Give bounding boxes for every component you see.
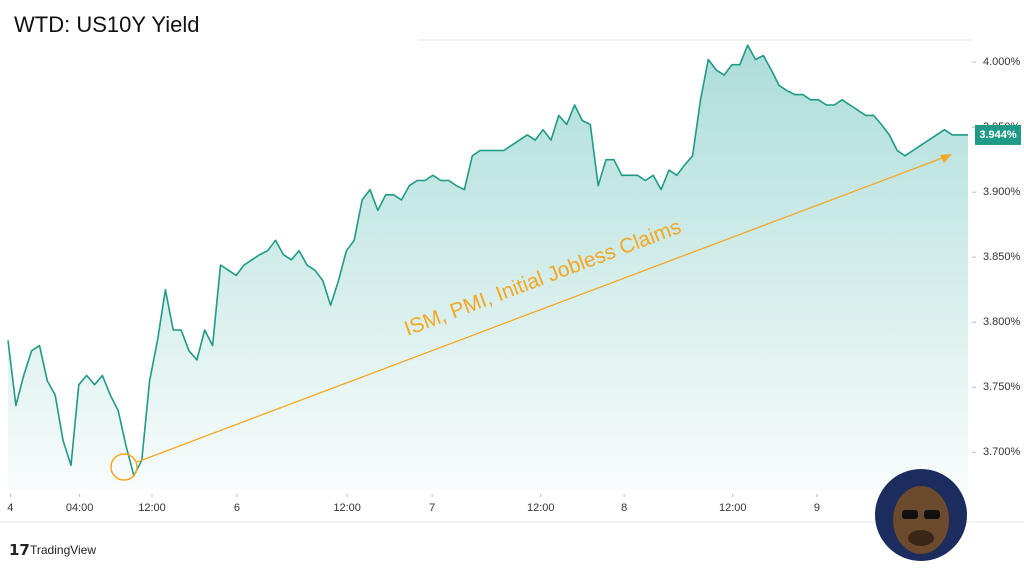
brand-logo: 𝟭𝟳 bbox=[9, 542, 30, 559]
y-tick-label: 3.700% bbox=[983, 446, 1021, 458]
annotation-circle bbox=[110, 453, 138, 481]
x-tick-label: 12:00 bbox=[138, 502, 166, 514]
line bbox=[7, 44, 968, 477]
x-tick-label: 12:00 bbox=[527, 502, 555, 514]
avatar-glasses bbox=[924, 510, 940, 519]
x-tick-label: 12:00 bbox=[719, 502, 747, 514]
y-tick-label: 3.750% bbox=[983, 381, 1021, 393]
x-tick-label: 6 bbox=[234, 502, 240, 514]
last-value-tag bbox=[975, 124, 1021, 145]
area-fill bbox=[8, 45, 968, 490]
annotation-arrow bbox=[136, 156, 946, 463]
avatar-glasses bbox=[902, 510, 918, 519]
x-tick-label: 4 bbox=[7, 502, 13, 514]
brand: 𝟭𝟳 TradingView bbox=[9, 542, 96, 559]
avatar-face bbox=[893, 486, 949, 554]
avatar bbox=[875, 469, 967, 561]
chart-title: WTD: US10Y Yield bbox=[14, 12, 199, 37]
last-value-label: 3.944% bbox=[979, 129, 1017, 141]
plot-area: 3.700%3.750%3.800%3.850%3.900%3.950%4.00… bbox=[7, 44, 1021, 514]
y-tick-label: 3.800% bbox=[983, 316, 1021, 328]
y-tick-label: 3.850% bbox=[983, 251, 1021, 263]
x-tick-label: 9 bbox=[814, 502, 820, 514]
y-tick-label: 3.900% bbox=[983, 186, 1021, 198]
y-tick-label: 4.000% bbox=[983, 56, 1021, 68]
arrow-head bbox=[940, 154, 952, 163]
brand-text: TradingView bbox=[30, 543, 96, 557]
x-tick-label: 12:00 bbox=[333, 502, 361, 514]
avatar-mouth bbox=[908, 530, 934, 546]
x-tick-label: 7 bbox=[429, 502, 435, 514]
x-tick-label: 04:00 bbox=[66, 502, 94, 514]
x-tick-label: 8 bbox=[621, 502, 627, 514]
